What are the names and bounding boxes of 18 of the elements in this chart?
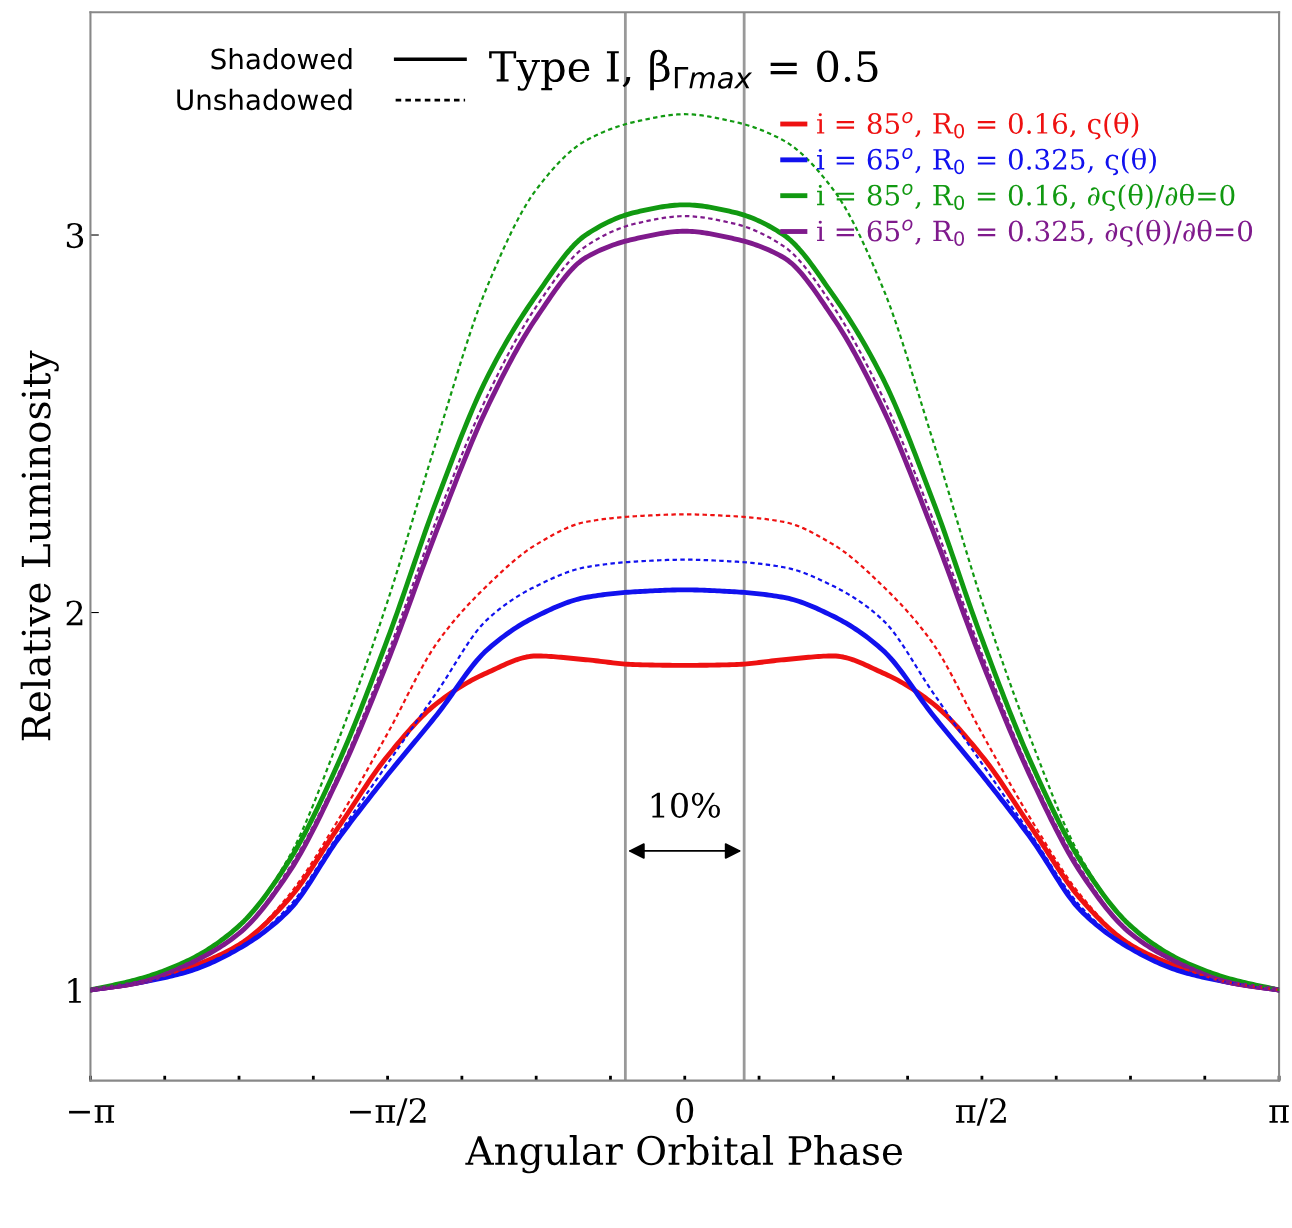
annotation: Shadowed: [211, 47, 352, 70]
y-tick-label: 1: [68, 977, 81, 1003]
x-tick-label: π: [1269, 1105, 1289, 1123]
annotation: Unshadowed: [177, 88, 352, 111]
x-axis-title: Angular Orbital Phase: [465, 1135, 903, 1174]
x-tick-label: −π/2: [349, 1097, 426, 1126]
text: Type I, β$_{Γmax}$ = 0.5: [489, 49, 878, 91]
y-tick-label: 3: [66, 222, 84, 249]
x-tick-label: 0: [676, 1097, 694, 1124]
annotation: 10%: [651, 792, 720, 818]
legend-label: i = 85$^{o}$, R$_{0}$ = 0.16, ς(θ): [817, 112, 1139, 140]
legend-label: i = 65$^{o}$, R$_{0}$ = 0.325, ∂ς(θ)/∂θ=0: [817, 219, 1253, 247]
y-axis-title: Relative Luminosity: [20, 350, 59, 741]
x-tick-label: −π: [69, 1105, 115, 1123]
legend-label: i = 85$^{o}$, R$_{0}$ = 0.16, ∂ς(θ)/∂θ=0: [817, 183, 1235, 212]
legend-label: i = 65$^{o}$, R$_{0}$ = 0.325, ς(θ): [817, 147, 1156, 176]
x-tick-label: π/2: [955, 1097, 1006, 1126]
y-tick-label: 2: [66, 600, 83, 626]
